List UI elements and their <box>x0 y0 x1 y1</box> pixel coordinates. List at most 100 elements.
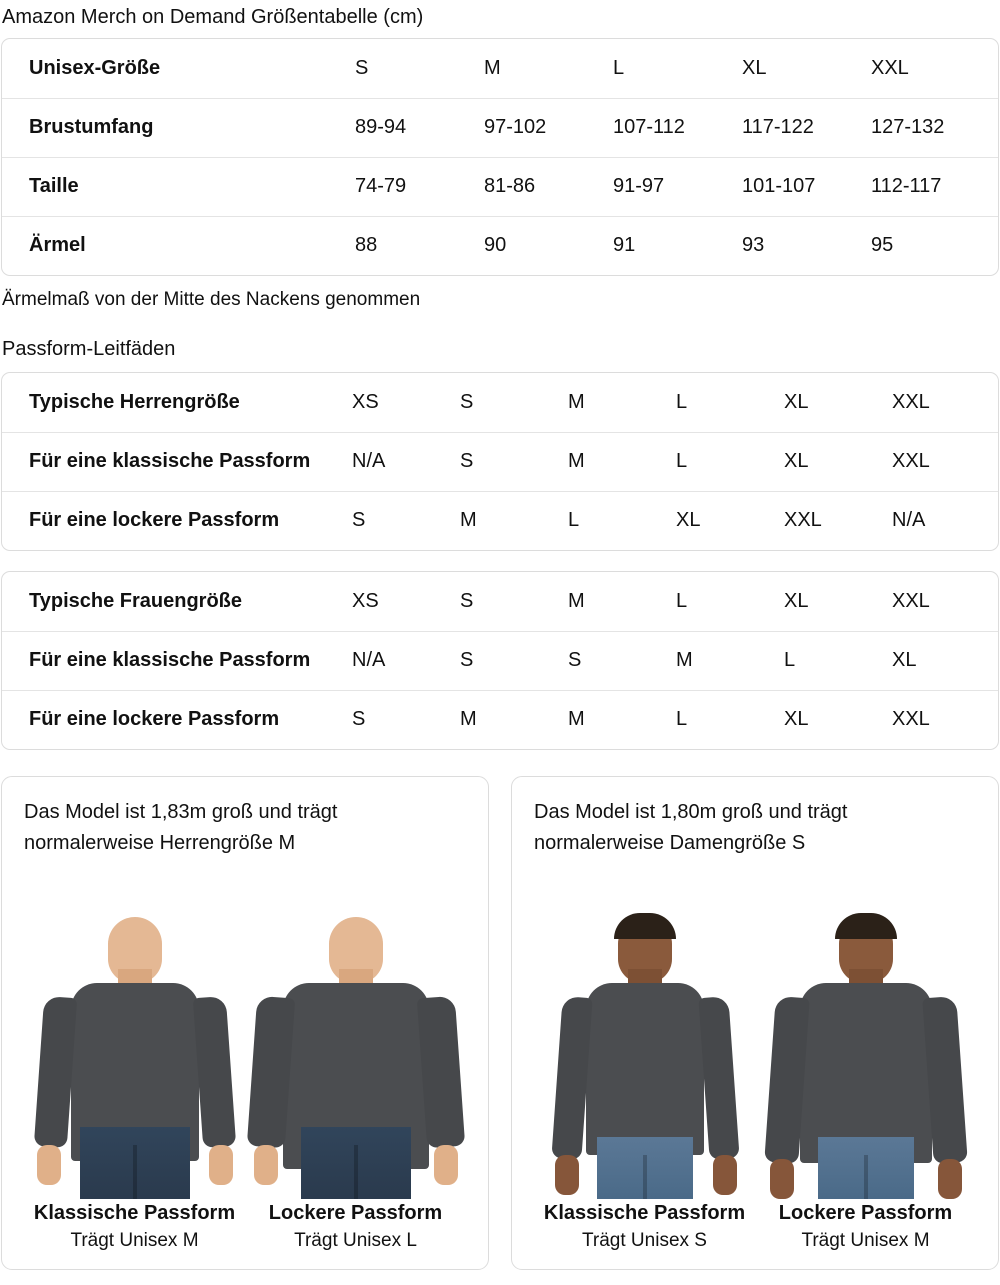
column-header-l: L <box>613 56 625 79</box>
row-label-womens-loose-fit: Für eine lockere Passform <box>29 708 280 731</box>
model-hand-left <box>769 1159 794 1199</box>
model-hair <box>834 913 897 939</box>
female-classic-caption: Klassische Passform Trägt Unisex S <box>534 1199 755 1255</box>
female-model-description: Das Model ist 1,80m groß und trägt norma… <box>534 801 848 854</box>
model-hand-left <box>253 1145 278 1185</box>
womens-fit-table: Typische Frauengröße XS S M L XL XXL Für… <box>2 572 998 749</box>
model-hand-right <box>937 1159 962 1199</box>
male-classic-fit-photo <box>30 917 240 1199</box>
table-row: Für eine klassische Passform N/A S S M L… <box>2 631 998 690</box>
cell-waist-s: 74-79 <box>355 175 407 197</box>
table-row: Für eine lockere Passform S M M L XL XXL <box>2 690 998 749</box>
womens-loose-2: M <box>568 708 585 731</box>
womens-classic-1: S <box>460 649 474 671</box>
mens-classic-5: XXL <box>892 450 930 472</box>
page-title: Amazon Merch on Demand Größentabelle (cm… <box>2 6 424 28</box>
mens-loose-3: XL <box>676 509 701 532</box>
table-row: Ärmel 88 90 91 93 95 <box>2 216 998 275</box>
cell-sleeve-l: 91 <box>613 234 636 257</box>
womens-typical-l: L <box>676 589 688 612</box>
row-label-womens-classic-fit: Für eine klassische Passform <box>29 649 311 671</box>
column-header-xxl: XXL <box>871 56 909 79</box>
mens-typical-m: M <box>568 390 585 413</box>
cell-chest-xl: 117-122 <box>742 116 814 138</box>
cell-chest-s: 89-94 <box>355 116 407 138</box>
mens-loose-0: S <box>352 509 366 532</box>
womens-loose-1: M <box>460 708 477 731</box>
womens-typical-m: M <box>568 589 585 612</box>
female-figures <box>534 867 976 1199</box>
row-label-mens-loose-fit: Für eine lockere Passform <box>29 509 280 532</box>
model-hand-left <box>36 1145 61 1185</box>
womens-classic-4: L <box>784 649 796 671</box>
cell-chest-m: 97-102 <box>484 116 547 138</box>
mens-classic-1: S <box>460 450 474 472</box>
model-hand-right <box>208 1145 233 1185</box>
cell-chest-l: 107-112 <box>613 116 685 138</box>
mens-typical-l: L <box>676 390 688 413</box>
model-jeans <box>300 1127 411 1199</box>
model-jeans <box>596 1137 693 1199</box>
mens-classic-2: M <box>568 450 585 472</box>
caption-subtitle: Trägt Unisex L <box>294 1230 417 1251</box>
model-hair <box>613 913 676 939</box>
womens-typical-s: S <box>460 589 474 612</box>
womens-loose-0: S <box>352 708 366 731</box>
unisex-size-table-card: Unisex-Größe S M L XL XXL Brustumfang 89… <box>1 38 999 276</box>
shirt-sleeve-right <box>697 996 740 1160</box>
male-figures <box>24 867 466 1199</box>
female-classic-fit-figure <box>534 913 755 1199</box>
table-header-row: Typische Herrengröße XS S M L XL XXL <box>2 373 998 432</box>
table-header-row: Unisex-Größe S M L XL XXL <box>2 39 998 98</box>
caption-title: Lockere Passform <box>778 1202 953 1224</box>
womens-typical-xxl: XXL <box>892 589 930 612</box>
mens-typical-xxl: XXL <box>892 390 930 413</box>
womens-classic-0: N/A <box>352 649 386 671</box>
female-captions: Klassische Passform Trägt Unisex S Locke… <box>534 1199 976 1255</box>
female-loose-fit-figure <box>755 913 976 1199</box>
male-model-card: Das Model ist 1,83m groß und trägt norma… <box>1 776 489 1270</box>
cell-sleeve-m: 90 <box>484 234 507 257</box>
row-label-typical-womens-size: Typische Frauengröße <box>29 589 243 612</box>
table-row: Für eine klassische Passform N/A S M L X… <box>2 432 998 491</box>
womens-typical-xs: XS <box>352 589 379 612</box>
cell-sleeve-xl: 93 <box>742 234 765 257</box>
caption-subtitle: Trägt Unisex S <box>582 1230 707 1251</box>
female-model-card: Das Model ist 1,80m groß und trägt norma… <box>511 776 999 1270</box>
sleeve-measurement-note: Ärmelmaß von der Mitte des Nackens genom… <box>2 289 421 310</box>
mens-classic-4: XL <box>784 450 809 472</box>
table-row: Brustumfang 89-94 97-102 107-112 117-122… <box>2 98 998 157</box>
mens-fit-table-card: Typische Herrengröße XS S M L XL XXL Für… <box>1 372 999 551</box>
mens-loose-5: N/A <box>892 509 926 532</box>
row-label-typical-mens-size: Typische Herrengröße <box>29 390 240 413</box>
row-label-waist: Taille <box>29 175 79 197</box>
shirt-torso <box>585 983 704 1155</box>
cell-waist-l: 91-97 <box>613 175 665 197</box>
column-header-m: M <box>484 56 501 79</box>
womens-fit-table-card: Typische Frauengröße XS S M L XL XXL Für… <box>1 571 999 750</box>
mens-loose-4: XXL <box>784 509 822 532</box>
shirt-sleeve-right <box>192 996 236 1148</box>
mens-typical-xs: XS <box>352 390 379 413</box>
fit-guides-heading: Passform-Leitfäden <box>2 338 176 360</box>
mens-typical-xl: XL <box>784 390 809 413</box>
table-row: Taille 74-79 81-86 91-97 101-107 112-117 <box>2 157 998 216</box>
womens-loose-5: XXL <box>892 708 930 731</box>
table-header-row: Typische Frauengröße XS S M L XL XXL <box>2 572 998 631</box>
cell-waist-xl: 101-107 <box>742 175 816 197</box>
row-label-chest: Brustumfang <box>29 116 154 138</box>
mens-loose-2: L <box>568 509 580 532</box>
womens-classic-2: S <box>568 649 582 671</box>
column-header-xl: XL <box>742 56 767 79</box>
male-loose-fit-photo <box>246 917 465 1199</box>
model-hand-right <box>433 1145 458 1185</box>
caption-title: Lockere Passform <box>268 1202 443 1224</box>
shirt-torso <box>799 983 932 1163</box>
cell-waist-xxl: 112-117 <box>871 175 942 197</box>
row-label-sleeve: Ärmel <box>29 234 86 257</box>
row-label-mens-classic-fit: Für eine klassische Passform <box>29 450 311 472</box>
womens-classic-3: M <box>676 649 693 671</box>
table-spacer <box>0 551 1000 571</box>
male-model-description: Das Model ist 1,83m groß und trägt norma… <box>24 801 338 854</box>
caption-title: Klassische Passform <box>543 1202 746 1224</box>
